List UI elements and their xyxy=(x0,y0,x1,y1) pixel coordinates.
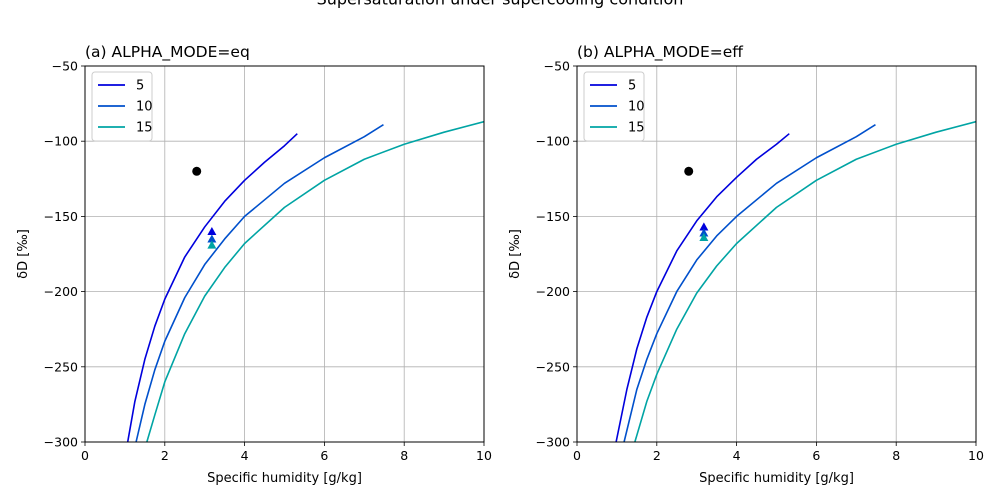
panel-b-axes-frame xyxy=(576,65,977,443)
panel-a-legend-label-15: 15 xyxy=(136,121,153,136)
panel-a-triangle-marker-1 xyxy=(207,226,217,236)
panel-a: 0 2 4 6 8 10 −300 −250 −200 −150 −100 −50 (a) ALPH… xyxy=(16,43,492,486)
panel-b-legend-label-15: 15 xyxy=(628,121,645,136)
panel-b-plot-area xyxy=(615,120,976,442)
panel-a-x-tick-label: 6 xyxy=(320,448,328,463)
panel-b-x-tick-label: 8 xyxy=(892,448,900,463)
panel-b-markers xyxy=(684,166,709,242)
panel-b-legend-label-5: 5 xyxy=(628,79,636,94)
panel-a-y-axis-label: δD [‰] xyxy=(16,229,31,279)
panel-b-y-tick-label: −100 xyxy=(536,134,570,149)
panel-b-x-tick-label: 4 xyxy=(733,448,741,463)
panel-a-x-tick-label: 8 xyxy=(400,448,408,463)
panel-a-y-tick-label: −150 xyxy=(44,209,78,224)
panel-a-x-tick-label: 0 xyxy=(81,448,89,463)
panel-a-triangle-marker-2 xyxy=(207,234,217,243)
panel-a-y-ticks: −300 −250 −200 −150 −100 −50 xyxy=(44,59,85,450)
panel-a-x-tick-label: 10 xyxy=(476,448,492,463)
panel-b-series-line-10 xyxy=(623,123,876,442)
figure-suptitle: Supersaturation under supercooling condi… xyxy=(317,0,684,9)
panel-a-triangle-marker-3 xyxy=(207,240,217,249)
panel-b-y-tick-label: −250 xyxy=(536,359,570,374)
panel-a-x-tick-label: 2 xyxy=(161,448,169,463)
panel-b-triangle-marker-1 xyxy=(699,222,709,231)
panel-b-observation-point xyxy=(684,166,694,176)
panel-a-x-tick-label: 4 xyxy=(241,448,249,463)
panel-b-y-tick-label: −50 xyxy=(544,59,570,74)
panel-a-series-line-5 xyxy=(126,133,298,442)
panel-b-title: (b) ALPHA_MODE=eff xyxy=(577,43,743,62)
panel-a-title: (a) ALPHA_MODE=eq xyxy=(85,43,250,62)
panel-b-triangle-marker-3 xyxy=(699,232,709,242)
panel-a-observation-point xyxy=(192,166,202,176)
panel-b-legend-label-10: 10 xyxy=(628,100,645,115)
panel-a-axes-frame xyxy=(84,65,485,443)
panel-a-legend-label-10: 10 xyxy=(136,100,153,115)
panel-b-y-axis-label: δD [‰] xyxy=(508,229,523,279)
panel-b-x-tick-label: 2 xyxy=(653,448,661,463)
panel-b-x-tick-label: 10 xyxy=(968,448,984,463)
panel-a-legend: 5 10 15 xyxy=(91,71,153,142)
panel-a-x-ticks: 0 2 4 6 8 10 xyxy=(81,442,492,463)
panel-a-y-tick-label: −300 xyxy=(44,435,78,450)
panel-b-legend: 5 10 15 xyxy=(583,71,645,142)
panel-a-series-line-15 xyxy=(146,120,484,442)
panel-a-y-tick-label: −100 xyxy=(44,134,78,149)
panel-a-y-tick-label: −200 xyxy=(44,284,78,299)
panel-b-x-tick-label: 0 xyxy=(573,448,581,463)
panel-a-markers xyxy=(192,166,217,249)
panel-b-series-line-15 xyxy=(634,120,976,442)
panel-a-y-tick-label: −50 xyxy=(52,59,78,74)
panel-a-x-axis-label: Specific humidity [g/kg] xyxy=(207,471,362,486)
panel-b-x-tick-label: 6 xyxy=(812,448,820,463)
panel-a-y-tick-label: −250 xyxy=(44,359,78,374)
panel-b-triangle-marker-2 xyxy=(699,228,709,237)
panel-a-legend-label-5: 5 xyxy=(136,79,144,94)
panel-b-y-ticks: −300 −250 −200 −150 −100 −50 xyxy=(536,59,577,450)
panel-a-plot-area xyxy=(126,120,484,442)
panel-b-x-ticks: 0 2 4 6 8 10 xyxy=(573,442,984,463)
panel-b-y-tick-label: −300 xyxy=(536,435,570,450)
panel-b-y-tick-label: −200 xyxy=(536,284,570,299)
panel-a-series-line-10 xyxy=(135,123,384,442)
panel-b-series-line-5 xyxy=(615,133,790,442)
panel-b: 0 2 4 6 8 10 −300 −250 −200 −150 −100 −50 (b) ALPH… xyxy=(508,43,984,486)
panel-b-y-tick-label: −150 xyxy=(536,209,570,224)
panel-b-x-axis-label: Specific humidity [g/kg] xyxy=(699,471,854,486)
